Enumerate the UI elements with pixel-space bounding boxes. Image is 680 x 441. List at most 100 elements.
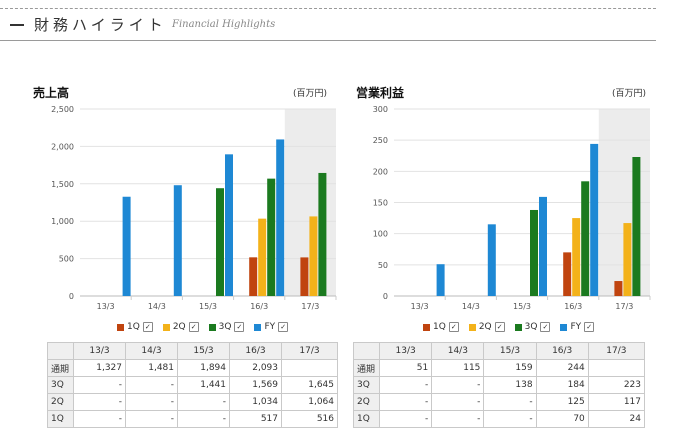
table-row-label: 3Q	[47, 376, 74, 394]
table-cell: -	[73, 393, 126, 411]
bar-1q-17-3	[614, 281, 623, 296]
x-tick-label: 14/3	[462, 302, 480, 311]
y-tick-label: 0	[69, 292, 74, 301]
legend-item-1q[interactable]: 1Q ✓	[117, 322, 153, 332]
table-row-label: 3Q	[352, 376, 381, 394]
legend-label: 2Q	[172, 322, 186, 332]
bar-fy-16-3	[276, 139, 285, 296]
table-cell: 1,441	[177, 376, 230, 394]
table-cell: 1,481	[125, 359, 178, 377]
bar-3q-15-3	[216, 188, 224, 296]
chart-title-operating-profit: 営業利益	[356, 86, 405, 100]
x-tick-label: 17/3	[301, 302, 319, 311]
table-cell: -	[177, 393, 230, 411]
legend-item-fy[interactable]: FY ✓	[560, 322, 595, 332]
table-cell: 51	[379, 359, 433, 377]
table-row: 3Q - -138 184 223	[352, 376, 646, 394]
table-cell: -	[73, 376, 126, 394]
table-row: 2Q - - -125 117	[352, 393, 646, 411]
table-header-row: 13/3 14/3 15/3 16/3 17/3	[47, 342, 338, 360]
table-row-label: 1Q	[352, 410, 381, 428]
bar-fy-13-3	[122, 196, 131, 296]
bar-2q-17-3	[309, 216, 318, 296]
legend-swatch	[468, 323, 476, 331]
legend-item-2q[interactable]: 2Q ✓	[162, 322, 199, 332]
legend-checkbox[interactable]: ✓	[234, 322, 245, 332]
legend-label: FY	[264, 322, 276, 332]
table-row: 1Q - - -70 24	[352, 410, 646, 428]
legend-checkbox[interactable]: ✓	[142, 322, 153, 332]
x-tick-label: 17/3	[615, 302, 633, 311]
table-cell: -	[177, 410, 230, 428]
x-tick-label: 15/3	[199, 302, 217, 311]
legend-item-3q[interactable]: 3Q ✓	[208, 322, 245, 332]
legend-label: FY	[570, 322, 582, 332]
table-cell: 223	[587, 376, 646, 394]
table-cell: 1,645	[281, 376, 338, 394]
operating-profit-table: 13/3 14/3 15/3 16/3 17/3 通期 51 115 159 244 3Q - -138…	[352, 342, 646, 428]
legend-checkbox[interactable]: ✓	[494, 322, 505, 332]
table-row-label: 1Q	[47, 410, 74, 428]
x-tick-label: 16/3	[250, 302, 268, 311]
x-tick-label: 15/3	[513, 302, 531, 311]
table-cell: -	[483, 393, 537, 411]
legend-swatch	[208, 323, 216, 331]
legend-item-2q[interactable]: 2Q ✓	[468, 322, 505, 332]
table-header-cell: 14/3	[431, 342, 485, 360]
table-row: 3Q - -1,441 1,569 1,645	[47, 376, 338, 394]
bar-3q-17-3	[632, 156, 641, 296]
sales-chart: 0 500 1,000 1,500 2,000 2,500 13/3 14/3 15/3 16/3…	[51, 105, 337, 311]
legend-label: 1Q	[127, 322, 140, 332]
legend-checkbox[interactable]: ✓	[188, 322, 199, 332]
legend-item-fy[interactable]: FY ✓	[254, 322, 289, 332]
table-row-label: 通期	[352, 359, 381, 377]
legend-checkbox[interactable]: ✓	[584, 322, 595, 332]
table-cell	[281, 359, 338, 377]
y-tick-label: 1,000	[51, 217, 74, 226]
table-cell	[587, 359, 646, 377]
legend-checkbox[interactable]: ✓	[278, 322, 289, 332]
table-cell: 1,034	[229, 393, 282, 411]
header-rule	[0, 40, 656, 41]
table-cell: -	[483, 410, 537, 428]
y-tick-label: 250	[373, 136, 388, 145]
table-cell: 2,093	[229, 359, 282, 377]
y-tick-label: 200	[373, 167, 388, 176]
bar-3q-16-3	[581, 181, 590, 296]
legend-item-3q[interactable]: 3Q ✓	[514, 322, 551, 332]
table-header-cell: 16/3	[229, 342, 282, 360]
table-cell: 125	[535, 393, 589, 411]
table-cell: 1,064	[281, 393, 338, 411]
header-dashed-rule	[0, 8, 656, 9]
legend-label: 1Q	[433, 322, 446, 332]
operating-profit-legend: 1Q ✓ 2Q ✓ 3Q ✓ FY ✓	[423, 322, 604, 332]
table-header-cell: 17/3	[587, 342, 646, 360]
x-tick-label: 16/3	[564, 302, 582, 311]
section-title: 財務ハイライト	[34, 16, 167, 34]
sales-legend: 1Q ✓ 2Q ✓ 3Q ✓ FY ✓	[117, 322, 298, 332]
section-header: 財務ハイライト Financial Highlights	[0, 0, 680, 44]
x-tick-label: 13/3	[97, 302, 115, 311]
chart-unit-sales: (百万円)	[293, 89, 328, 99]
y-tick-label: 1,500	[51, 180, 74, 189]
bar-3q-15-3	[530, 209, 538, 296]
table-cell: -	[431, 393, 485, 411]
y-tick-label: 2,000	[51, 142, 74, 151]
table-cell: -	[125, 410, 178, 428]
table-cell: 117	[587, 393, 646, 411]
table-cell: -	[379, 393, 433, 411]
legend-checkbox[interactable]: ✓	[540, 322, 551, 332]
table-header-cell	[47, 342, 74, 360]
table-cell: 244	[535, 359, 589, 377]
legend-item-1q[interactable]: 1Q ✓	[423, 322, 459, 332]
table-cell: 1,327	[73, 359, 126, 377]
legend-swatch	[117, 323, 124, 331]
table-header-cell	[352, 342, 381, 360]
y-tick-label: 100	[373, 230, 388, 239]
legend-label: 3Q	[524, 322, 538, 332]
y-tick-label: 150	[373, 199, 388, 208]
legend-checkbox[interactable]: ✓	[448, 322, 459, 332]
y-tick-label: 0	[383, 292, 388, 301]
bar-1q-16-3	[249, 257, 258, 296]
table-cell: 516	[281, 410, 338, 428]
